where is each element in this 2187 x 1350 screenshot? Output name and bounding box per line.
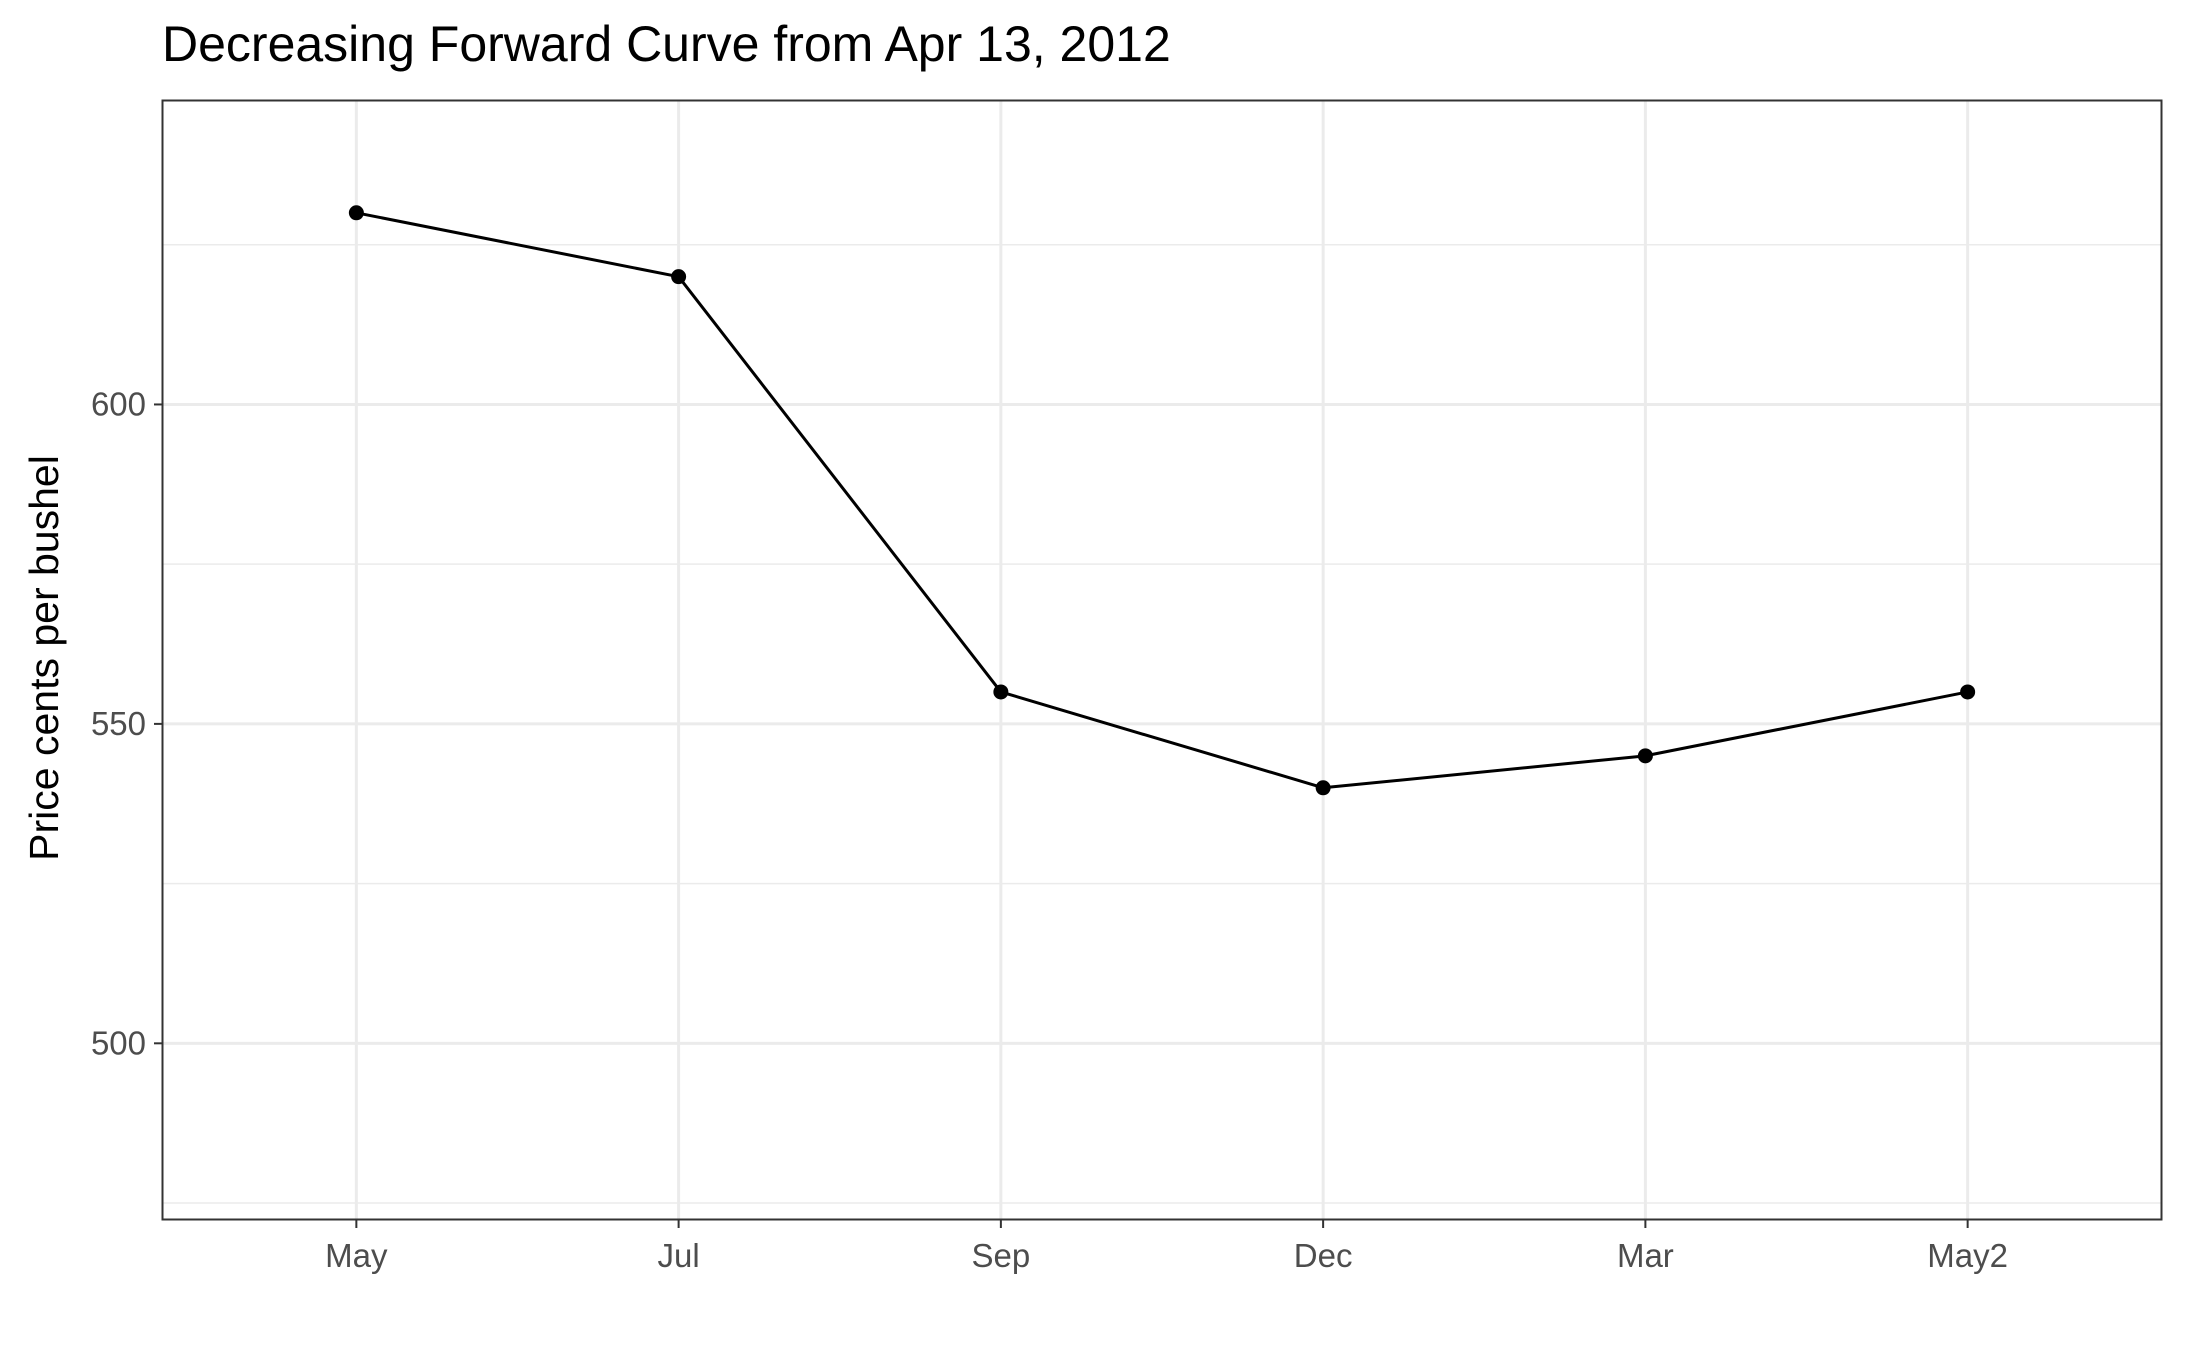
y-axis: 500 550 600 <box>91 385 163 1061</box>
y-tick-label: 500 <box>91 1024 146 1061</box>
data-point-may2 <box>1960 684 1976 700</box>
x-axis: May Jul Sep Dec Mar May2 <box>325 1219 2008 1274</box>
data-point-dec <box>1315 780 1331 796</box>
x-tick-label: Sep <box>972 1237 1031 1274</box>
panel-border <box>161 99 2163 1221</box>
minor-gridlines <box>163 243 2161 1204</box>
x-tick-label: Jul <box>658 1237 700 1274</box>
x-tick-label: Dec <box>1294 1237 1353 1274</box>
series-line <box>356 211 1968 790</box>
x-tick-label: Mar <box>1617 1237 1674 1274</box>
y-axis-title: Price cents per bushel <box>21 455 67 861</box>
y-tick-label: 600 <box>91 385 146 422</box>
data-point-may <box>348 205 364 221</box>
data-point-sep <box>993 684 1009 700</box>
x-tick-label: May <box>325 1237 388 1274</box>
x-tick-label: May2 <box>1927 1237 2008 1274</box>
y-tick-label: 550 <box>91 705 146 742</box>
data-point-jul <box>671 269 687 285</box>
major-gridlines <box>163 101 2161 1219</box>
series-layer <box>348 205 1976 796</box>
chart-title: Decreasing Forward Curve from Apr 13, 20… <box>162 16 1171 72</box>
data-point-mar <box>1637 748 1653 764</box>
